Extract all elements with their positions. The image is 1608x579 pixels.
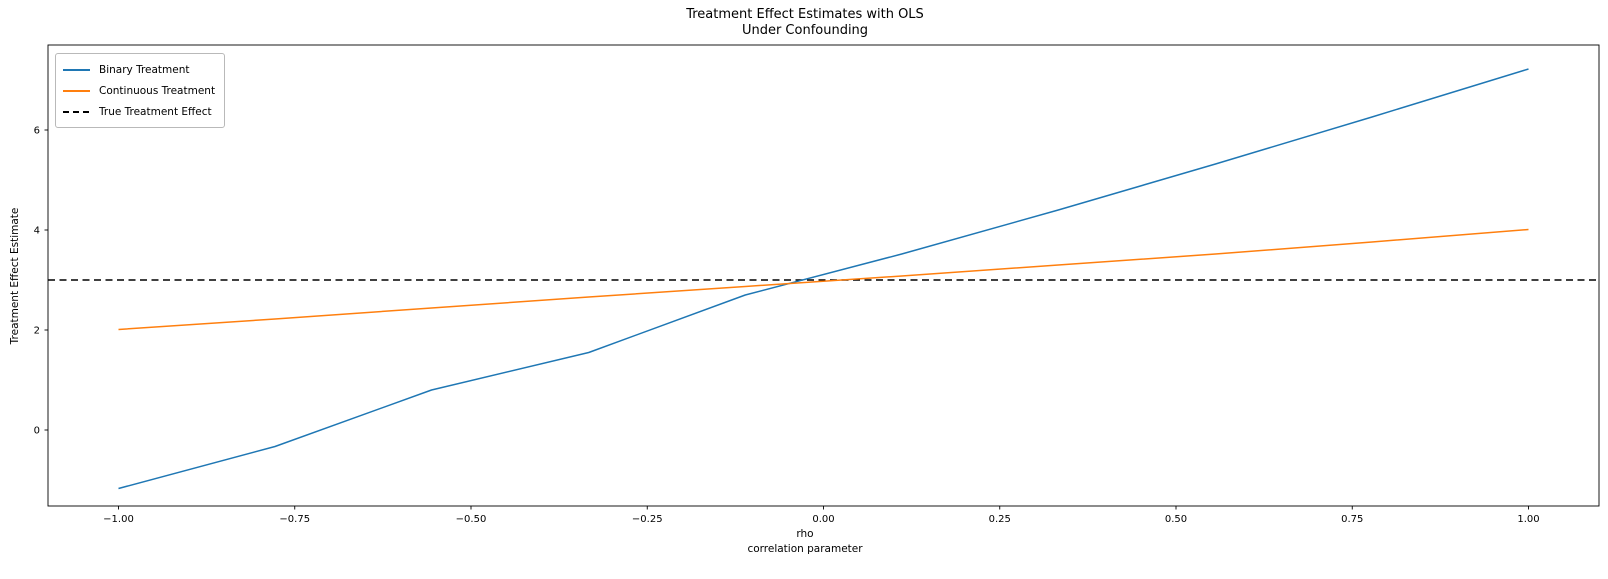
x-tick-label: 0.25 — [989, 514, 1011, 525]
legend-line-sample — [63, 68, 90, 71]
x-tick-label: −0.50 — [456, 514, 487, 525]
legend: Binary Treatment Continuous Treatment True… — [55, 53, 226, 128]
legend-line-sample — [63, 89, 90, 92]
x-tick-label: 0.00 — [812, 514, 834, 525]
axes-spines — [47, 44, 1600, 507]
legend-entry: Continuous Treatment — [63, 80, 215, 101]
y-axis-label: Treatment Effect Estimate — [9, 207, 21, 345]
x-tick-label: −0.25 — [632, 514, 663, 525]
x-tick-label: 1.00 — [1517, 514, 1539, 525]
x-tick-label: −0.75 — [279, 514, 310, 525]
chart-title-line1: Treatment Effect Estimates with OLS — [686, 7, 924, 22]
legend-entry-label: True Treatment Effect — [99, 105, 212, 118]
legend-entry-label: Continuous Treatment — [99, 84, 216, 97]
x-tick-label: 0.50 — [1165, 514, 1187, 525]
chart-title-line2: Under Confounding — [741, 22, 869, 38]
legend-entry: Binary Treatment — [63, 59, 215, 80]
legend-entry-label: Binary Treatment — [99, 63, 190, 76]
legend-entry: True Treatment Effect — [63, 101, 215, 122]
chart-title: Treatment Effect Estimates with OLS Unde… — [0, 7, 1608, 38]
x-axis-label-line1: rho — [796, 528, 814, 540]
x-tick-label: −1.00 — [103, 514, 134, 525]
x-axis-label: rho correlation parameter — [0, 527, 1608, 557]
series-line-binary-treatment — [118, 68, 1529, 490]
y-tick-label: 6 — [34, 126, 40, 137]
y-tick-label: 4 — [34, 226, 40, 237]
x-tick-label: 0.75 — [1341, 514, 1363, 525]
y-tick-label: 0 — [34, 426, 40, 437]
y-tick-label: 2 — [34, 326, 40, 337]
legend-dashed-line-sample — [63, 110, 90, 113]
x-axis-label-line2: correlation parameter — [747, 543, 863, 555]
series-line-continuous-treatment — [118, 228, 1529, 331]
